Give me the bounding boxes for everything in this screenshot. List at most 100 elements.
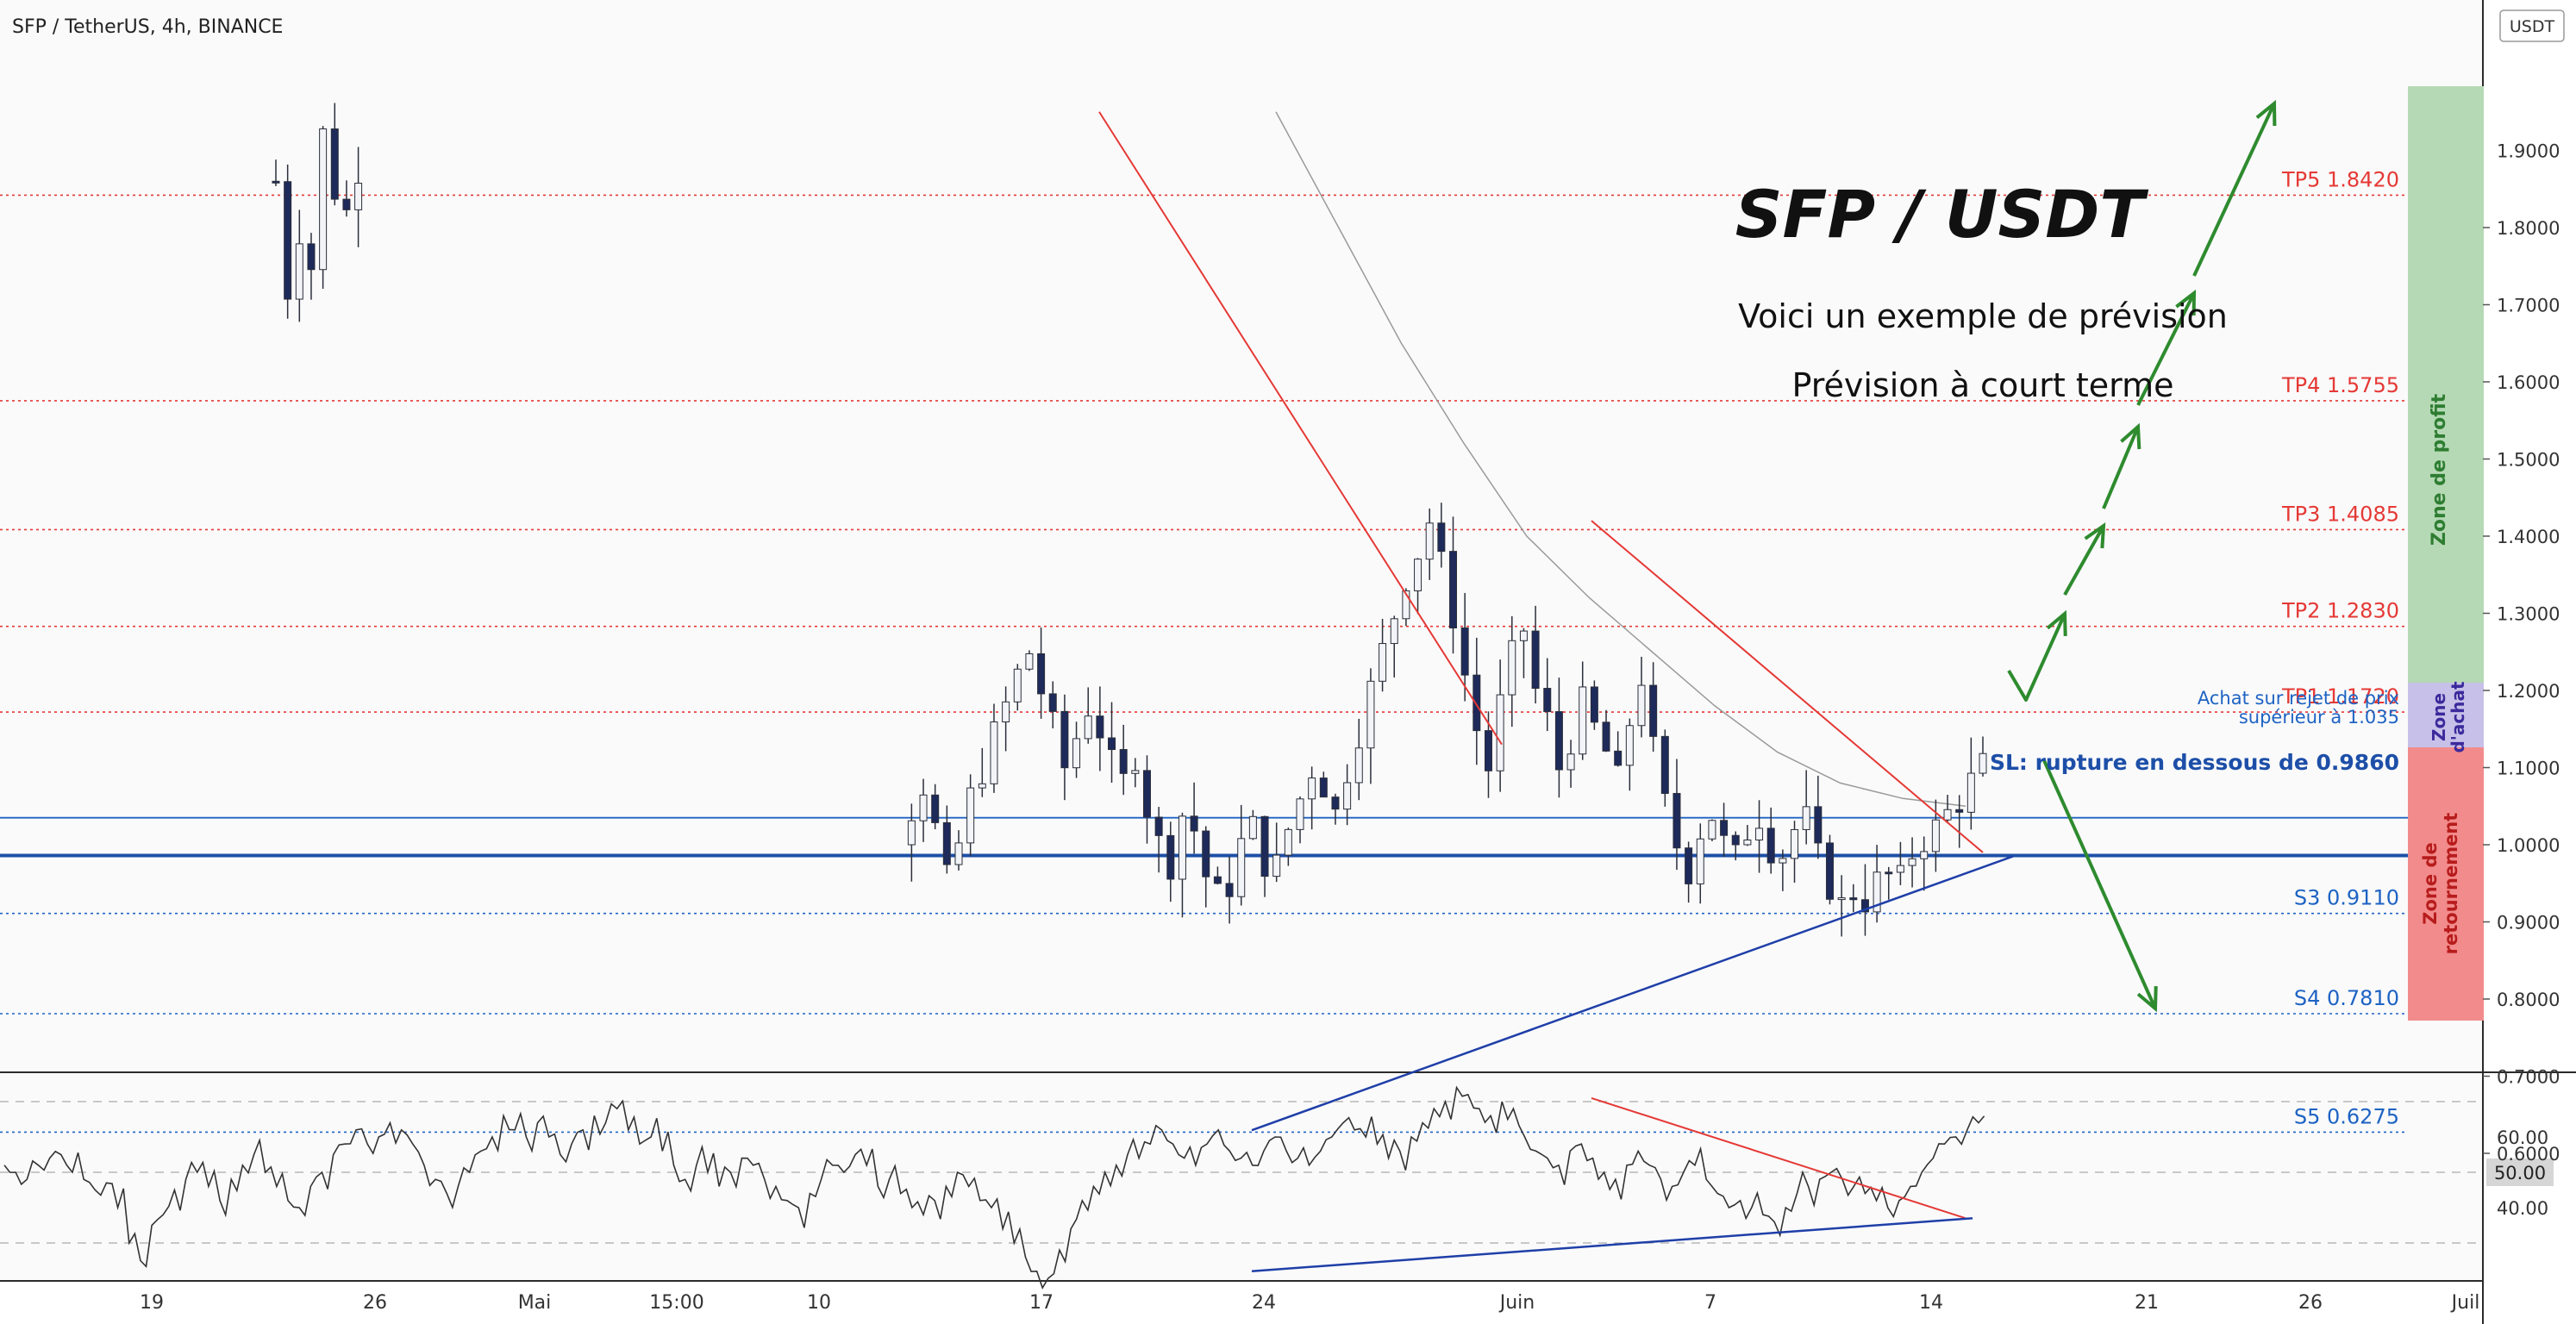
moving-average-line [1275,111,1966,807]
x-tick-label: 21 [2135,1292,2159,1314]
rsi-trendline-resistance [1591,1096,1966,1220]
y-tick-label: 0.8000 [2497,990,2560,1010]
candle-body [1225,883,1234,897]
x-tick-label: 26 [363,1292,387,1314]
candle-body [1414,559,1422,591]
candle-body [1248,815,1257,840]
level-name: TP5 [2281,167,2320,191]
candle-body [1308,778,1316,800]
zone-buy-label-2: d'achat [2448,681,2468,753]
level-name: TP2 [2281,599,2320,623]
buy-note-line-2: supérieur à 1.035 [2239,707,2399,728]
candle-body [990,721,998,784]
level-label-tp4: TP4 1.5755 [2281,373,2399,397]
candle-body [1178,815,1186,880]
x-tick-label: Juin [1498,1292,1535,1314]
candle-body [342,198,351,210]
forecast-arrow-tp4 [2136,289,2197,406]
candle-body [1802,806,1810,830]
y-tick-label: 1.8000 [2497,218,2560,239]
level-label-tp3: TP3 1.4085 [2281,502,2399,526]
candle-body [272,180,280,184]
candle-body [1402,590,1410,620]
candle-body [1437,522,1446,553]
y-tick-label: 1.6000 [2497,372,2560,393]
candle-body [1002,701,1010,723]
x-tick-label: 17 [1029,1292,1054,1314]
forecast-arrow-down [2041,758,2158,1013]
level-value: 0.7810 [2327,986,2399,1010]
x-tick-label: 14 [1919,1292,1943,1314]
x-tick-label: Juil [2450,1292,2480,1314]
candle-body [1673,792,1681,849]
candle-body [1931,819,1940,852]
level-value: 1.8420 [2327,167,2399,191]
candle-body [330,128,339,200]
y-tick-label: 1.1000 [2497,759,2560,779]
level-value: 1.4085 [2327,502,2399,526]
candle-body [1260,815,1269,877]
candle-body [1896,865,1904,873]
x-tick-label: 26 [2298,1292,2323,1314]
forecast-arrow-tp2-shaft [2063,525,2105,596]
axis-layer: 1.8000 1.7000 1.6000 1.5000 1.4000 1.3000 1.20… [140,141,2560,1315]
level-value: 0.9110 [2327,886,2399,910]
candle-body [1142,770,1151,818]
candle-body [1908,858,1916,866]
candle-body [1766,828,1775,864]
forecast-arrow-tp3-shaft [2102,426,2140,509]
candle-body [1720,820,1729,836]
level-label-s3: S3 0.9110 [2294,886,2399,910]
forecast-arrow-down-head [2136,985,2158,1013]
candle-body [354,183,363,210]
candle-body [1213,876,1222,884]
candle-body [1484,730,1492,771]
currency-badge[interactable] [2499,9,2565,42]
candle-body [1554,711,1563,771]
level-name: S4 [2294,986,2321,1010]
candles-layer [272,103,1987,937]
candle-body [931,794,940,823]
candle-body [1472,674,1481,732]
candle-body [1272,854,1281,877]
candle-body [1543,688,1552,713]
annotation-title: SFP / USDT [1735,176,2149,253]
rsi-pane-background [0,1073,2483,1280]
candle-body [1637,684,1646,727]
y-tick-label: 1.5000 [2497,450,2560,471]
buy-note-line-1: Achat sur rejet de prix [2198,688,2399,709]
trendline-resistance-2 [1591,520,1984,853]
candle-body [1579,686,1587,755]
y-tick-label: 1.4000 [2497,527,2560,547]
candle-body [1343,782,1352,810]
candle-body [1837,897,1846,901]
y-tick-label-partial: 1.9000 [2497,141,2560,162]
x-tick-label: 10 [807,1292,831,1314]
zone-reversal [2408,747,2484,1021]
candle-body [1731,834,1740,846]
candle-body [1366,680,1375,749]
candle-body [1237,838,1246,897]
candle-body [954,842,963,865]
candle-body [1319,778,1328,798]
level-name: TP3 [2281,502,2320,526]
forecast-arrow-tp1 [2007,609,2067,702]
trendline-support [1251,855,2014,1132]
candle-body [907,820,916,846]
candle-body [1755,828,1764,840]
candle-body [1825,842,1834,900]
y-tick-label: 0.9000 [2497,913,2560,934]
candle-body [1379,643,1387,682]
y-tick-label: 1.7000 [2497,296,2560,316]
candle-body [966,787,975,844]
candle-body [1814,806,1823,844]
candle-body [295,243,303,300]
forecast-arrow-tp1-shaft [2007,613,2066,702]
zone-reversal-label-2: retournement [2441,813,2461,955]
candle-body [1531,630,1540,690]
rsi-y-tick-label: 60.00 [2497,1127,2548,1148]
candle-body [1037,653,1046,695]
rsi-line [3,1085,1985,1290]
